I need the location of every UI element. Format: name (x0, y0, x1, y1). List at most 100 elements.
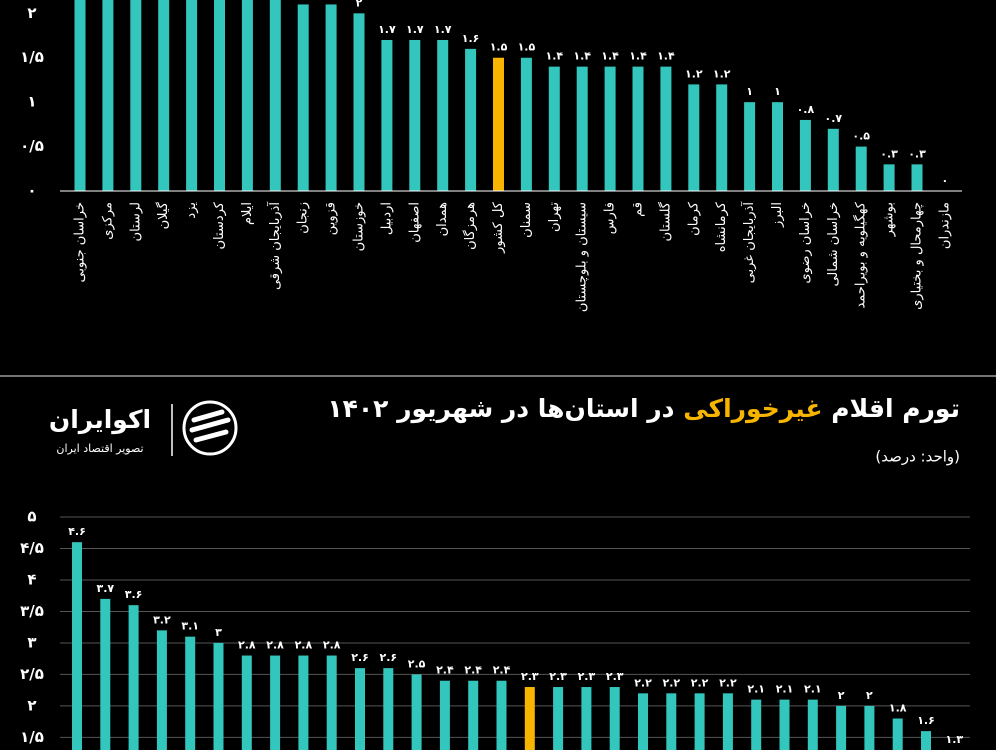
value-label: ۲ (866, 689, 873, 702)
value-label: ۲.۱ (776, 683, 794, 696)
value-label: ۲.۲ (662, 676, 680, 689)
value-label: ۰.۵ (852, 130, 870, 143)
brand-name: اکوایران (49, 405, 151, 435)
bar (411, 674, 422, 750)
x-tick-label: یزد (184, 202, 199, 219)
x-tick-label: زنجان (296, 202, 311, 234)
value-label: ۱.۴ (601, 50, 619, 63)
x-tick-label: قم (631, 202, 646, 217)
value-label: ۲.۲ (719, 676, 737, 689)
value-label: ۰ (942, 174, 949, 187)
value-label: ۲.۴ (436, 664, 454, 677)
x-tick-label: قزوین (324, 202, 339, 235)
bar (241, 655, 252, 750)
bar (496, 680, 507, 750)
bar (156, 630, 167, 750)
bar (827, 128, 839, 191)
value-label: ۴.۶ (68, 525, 86, 538)
logo-stripes (189, 409, 231, 443)
value-label: ۱ (774, 85, 781, 98)
chart-subtitle: (واحد: درصد) (875, 448, 960, 466)
value-label: ۰.۷ (824, 112, 842, 125)
value-label: ۳.۲ (153, 613, 171, 626)
bar (381, 39, 393, 191)
bar (325, 4, 337, 191)
logo-ring (182, 400, 238, 456)
y-tick-label: ۰/۵ (20, 137, 44, 155)
x-tick-label: خراسان جنوبی (73, 202, 88, 282)
value-label: ۱.۲ (713, 67, 731, 80)
value-label: ۲.۲ (634, 676, 652, 689)
value-label: ۱.۴ (573, 50, 591, 63)
bar (751, 699, 762, 750)
bar (185, 636, 196, 750)
value-label: ۲.۸ (323, 639, 341, 652)
bar (660, 66, 672, 191)
bar (779, 699, 790, 750)
bar (355, 668, 365, 750)
bar (855, 146, 867, 191)
title-part: در استان‌ها در شهریور ۱۴۰۲ (327, 394, 683, 424)
value-label: ۲ (838, 689, 845, 702)
bar (666, 693, 677, 750)
bar (524, 687, 535, 750)
x-tick-label: خراسان رضوی (798, 202, 813, 284)
bar (744, 102, 756, 191)
x-tick-label: کرمان (686, 201, 701, 236)
value-label: ۲.۳ (521, 670, 539, 683)
x-tick-label: کرمانشاه (714, 201, 729, 252)
x-tick-label: تهران (547, 202, 562, 232)
bar (604, 66, 616, 191)
value-label: ۱.۴ (545, 50, 563, 63)
bar (892, 718, 903, 750)
value-label: ۰.۳ (880, 147, 898, 160)
bar (298, 655, 309, 750)
value-label: ۱.۲ (685, 67, 703, 80)
value-label: ۱.۵ (490, 41, 508, 54)
value-label: ۲.۸ (295, 639, 313, 652)
value-label: ۲.۸ (266, 639, 284, 652)
value-label: ۱.۷ (406, 23, 424, 36)
value-label: ۱ (746, 85, 753, 98)
value-label: ۲.۳ (549, 670, 567, 683)
value-label: ۳ (215, 626, 222, 639)
value-label: ۰.۸ (797, 103, 815, 116)
x-tick-label: خراسان شمالی (826, 202, 841, 287)
bar (326, 655, 337, 750)
y-tick-label: ۵ (27, 508, 36, 526)
bar (241, 0, 253, 192)
bar (864, 705, 875, 750)
value-label: ۱.۷ (378, 23, 396, 36)
bar (439, 680, 450, 750)
value-label: ۱.۴ (629, 50, 647, 63)
bar (214, 0, 225, 191)
bar (548, 66, 560, 191)
title-part: تورم اقلام (823, 394, 960, 424)
x-tick-label: آذربایجان شرقی (266, 201, 283, 290)
bar (694, 693, 705, 750)
y-tick-label: ۱ (27, 93, 36, 111)
bar (437, 39, 449, 191)
y-tick-label: ۲/۵ (20, 665, 44, 683)
value-label: ۱.۷ (434, 23, 452, 36)
y-tick-label: ۱/۵ (20, 728, 44, 746)
bar (807, 699, 818, 750)
bar (883, 164, 895, 191)
bar (799, 119, 811, 191)
x-tick-label: ایلام (240, 202, 255, 225)
value-label: ۲.۴ (493, 664, 511, 677)
value-label: ۰.۳ (908, 147, 926, 160)
bar (921, 731, 931, 750)
bar (576, 66, 588, 191)
x-tick-label: سمنان (519, 202, 534, 238)
bar (128, 605, 139, 750)
y-tick-label: ۴/۵ (20, 539, 44, 557)
x-tick-label: البرز (770, 202, 785, 228)
value-label: ۱.۸ (889, 702, 907, 715)
bar (553, 687, 564, 750)
value-label: ۱.۵ (518, 41, 536, 54)
bar (632, 66, 644, 191)
x-tick-label: خوزستان (352, 202, 367, 251)
